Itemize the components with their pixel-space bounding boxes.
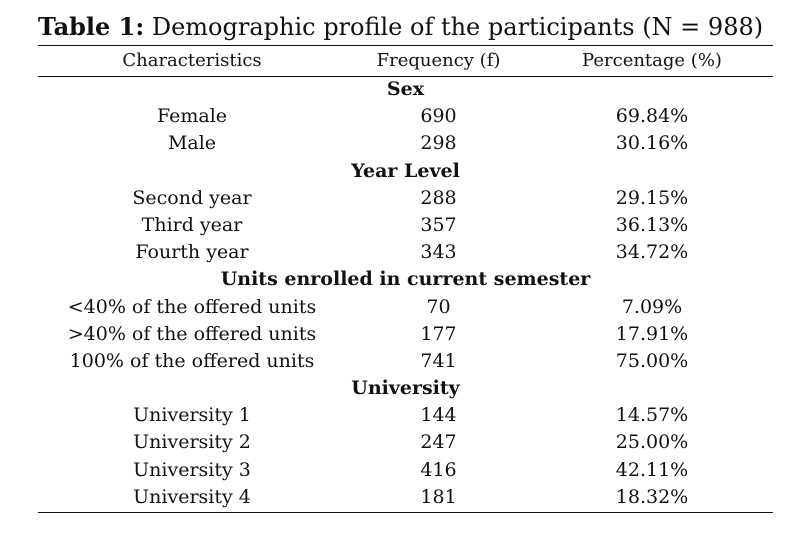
section-row: University — [38, 375, 773, 402]
header-characteristics: Characteristics — [122, 50, 262, 71]
table-row: 100% of the offered units 741 75.00% — [38, 348, 773, 375]
row-frequency: 416 — [420, 458, 457, 481]
table-row: Female 690 69.84% — [38, 103, 773, 130]
row-percentage: 17.91% — [615, 322, 689, 345]
row-label: 100% of the offered units — [69, 349, 315, 372]
row-percentage: 75.00% — [615, 349, 689, 372]
top-rule — [38, 45, 773, 46]
row-frequency: 288 — [420, 186, 457, 209]
demographic-table: Characteristics Frequency (f) Percentage… — [38, 46, 773, 511]
bottom-rule — [38, 512, 773, 513]
row-frequency: 741 — [420, 349, 457, 372]
row-frequency: 357 — [420, 213, 457, 236]
row-frequency: 181 — [420, 485, 457, 508]
row-label: Female — [156, 105, 228, 128]
row-label: >40% of the offered units — [67, 322, 317, 345]
table-row: Second year 288 29.15% — [38, 185, 773, 212]
row-percentage: 69.84% — [615, 105, 689, 128]
section-title-units-enrolled: Units enrolled in current semester — [220, 268, 591, 291]
section-row: Units enrolled in current semester — [38, 266, 773, 293]
caption-text: Demographic profile of the participants … — [144, 13, 764, 41]
row-frequency: 70 — [426, 295, 451, 318]
section-title-university: University — [351, 377, 460, 400]
row-percentage: 25.00% — [615, 431, 689, 454]
table-row: University 3 416 42.11% — [38, 457, 773, 484]
header-percentage: Percentage (%) — [582, 50, 722, 71]
table-row: <40% of the offered units 70 7.09% — [38, 294, 773, 321]
row-percentage: 34.72% — [615, 241, 689, 264]
row-label: University 4 — [133, 485, 251, 508]
row-label: Male — [167, 132, 217, 155]
row-percentage: 18.32% — [615, 485, 689, 508]
row-frequency: 247 — [420, 431, 457, 454]
table-row: Fourth year 343 34.72% — [38, 239, 773, 266]
table-row: Male 298 30.16% — [38, 130, 773, 157]
table-caption: Table 1: Demographic profile of the part… — [38, 12, 763, 42]
section-title-year-level: Year Level — [351, 159, 460, 182]
section-title-sex: Sex — [386, 78, 425, 100]
row-frequency: 177 — [420, 322, 457, 345]
row-label: Third year — [141, 213, 243, 236]
section-row: Sex — [38, 76, 773, 103]
row-frequency: 298 — [420, 132, 457, 155]
row-frequency: 343 — [420, 241, 457, 264]
row-percentage: 7.09% — [621, 295, 683, 318]
row-label: University 1 — [133, 404, 251, 427]
row-label: University 2 — [133, 431, 251, 454]
row-percentage: 30.16% — [615, 132, 689, 155]
row-label: <40% of the offered units — [67, 295, 317, 318]
row-label: Fourth year — [135, 241, 249, 264]
row-percentage: 42.11% — [615, 458, 689, 481]
row-frequency: 690 — [420, 105, 457, 128]
header-rule — [38, 76, 773, 77]
table-row: University 2 247 25.00% — [38, 429, 773, 456]
header-frequency: Frequency (f) — [376, 50, 501, 71]
row-label: University 3 — [133, 458, 251, 481]
row-frequency: 144 — [420, 404, 457, 427]
table-header-row: Characteristics Frequency (f) Percentage… — [38, 46, 773, 76]
row-percentage: 36.13% — [615, 213, 689, 236]
caption-label: Table 1: — [38, 12, 145, 41]
table-row: >40% of the offered units 177 17.91% — [38, 321, 773, 348]
table-row: Third year 357 36.13% — [38, 212, 773, 239]
table-row: University 1 144 14.57% — [38, 402, 773, 429]
row-percentage: 29.15% — [615, 186, 689, 209]
table-row: University 4 181 18.32% — [38, 484, 773, 511]
section-row: Year Level — [38, 158, 773, 185]
row-label: Second year — [132, 186, 252, 209]
row-percentage: 14.57% — [615, 404, 689, 427]
